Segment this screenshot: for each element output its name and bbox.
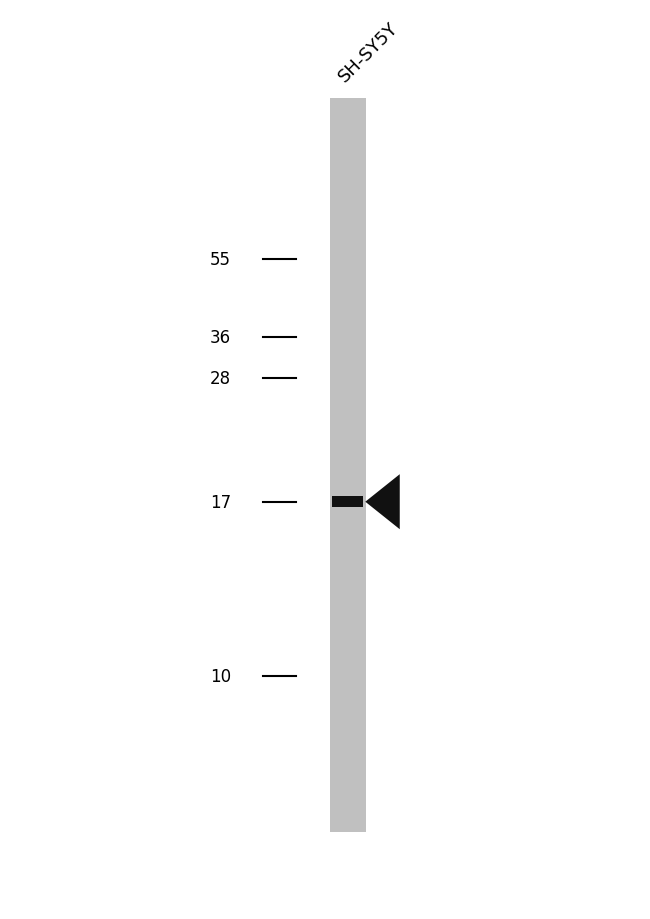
Text: 17: 17	[209, 494, 231, 511]
Text: 55: 55	[210, 250, 231, 268]
Bar	[330, 99, 366, 832]
Text: 10: 10	[209, 667, 231, 686]
Polygon shape	[365, 475, 400, 529]
Bar	[332, 496, 363, 507]
Text: 36: 36	[209, 328, 231, 346]
Text: 28: 28	[209, 369, 231, 388]
Text: SH-SY5Y: SH-SY5Y	[335, 18, 402, 85]
